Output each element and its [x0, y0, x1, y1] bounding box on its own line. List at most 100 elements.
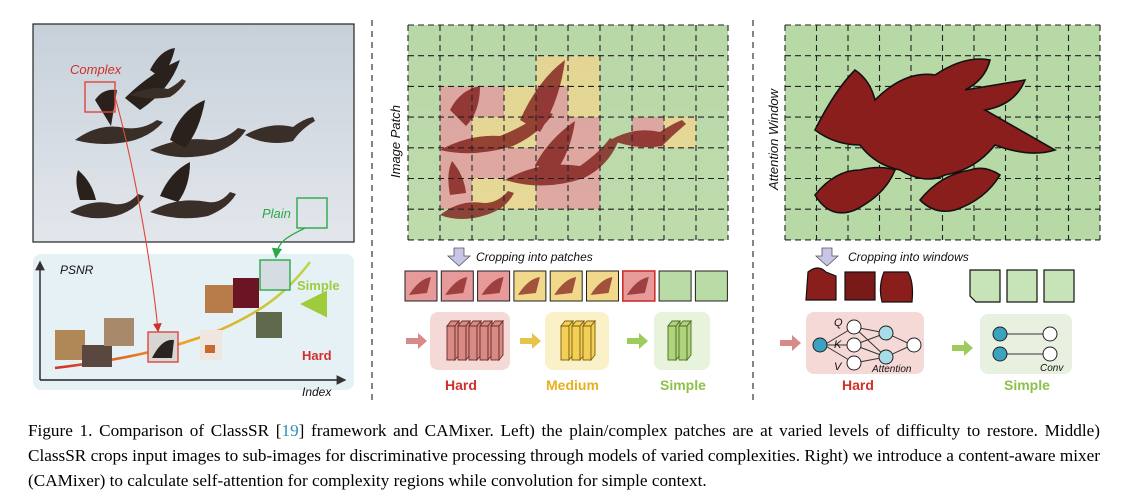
attention-input-arrow [780, 335, 801, 351]
simple-label: Simple [297, 278, 340, 293]
model-layer-side [498, 319, 504, 362]
right-hard-label: Hard [842, 377, 874, 393]
caption-citation-link[interactable]: 19 [281, 421, 299, 440]
patch-tile [632, 147, 664, 179]
thumb-4 [205, 285, 233, 313]
right-simple-label: Simple [1004, 377, 1050, 393]
window-crop-hard-3 [879, 271, 914, 303]
patch-tile [632, 25, 664, 56]
patch-tile [408, 178, 440, 210]
conv-output-node-2 [1042, 346, 1058, 362]
patch-tile [600, 55, 632, 87]
patch-tile [664, 86, 696, 118]
patch-goose [590, 277, 613, 295]
patch-goose [626, 277, 649, 295]
patch-tile [696, 147, 728, 179]
patch-tile [632, 86, 664, 118]
thumb-2 [82, 345, 112, 367]
thumb-complex-goose [152, 339, 174, 358]
patch-tile [632, 209, 664, 240]
medium-label: Medium [546, 377, 599, 393]
thumb-1 [55, 330, 85, 360]
patch-tile [472, 147, 504, 179]
model-layer [457, 325, 467, 361]
conv-label: Conv [1040, 363, 1064, 374]
patch-tile [568, 209, 600, 240]
cropped-patch [694, 270, 728, 302]
model-layer [490, 325, 500, 361]
patch-tile [440, 25, 472, 56]
geese-silhouettes [70, 48, 315, 219]
patch-tile [504, 25, 536, 56]
conv-input-node-1 [992, 326, 1008, 342]
patch-tile [696, 117, 728, 148]
attention-node-2 [878, 349, 894, 365]
model-layer [582, 325, 592, 361]
patch-tile [568, 25, 600, 56]
attention-label: Attention [871, 364, 912, 375]
window-crop-simple-1 [969, 269, 1001, 303]
crop-patches-label: Cropping into patches [476, 250, 593, 264]
model-layer [571, 325, 581, 361]
patch-tile [696, 209, 728, 240]
patch-tile [568, 178, 600, 210]
attention-node-v [846, 355, 862, 371]
attention-block-box [806, 312, 924, 374]
patch-tile [408, 209, 440, 240]
patch-tile [536, 209, 568, 240]
complex-leader-line [114, 96, 162, 333]
patch-tile [472, 25, 504, 56]
model-layer [667, 325, 677, 361]
patch-goose [554, 277, 577, 295]
caption-prefix: Figure 1. Comparison of ClassSR [ [28, 421, 282, 440]
model-layer-side [590, 319, 596, 362]
thumb-5 [233, 278, 259, 308]
patch-tile [408, 117, 440, 148]
middle-simple-label: Simple [660, 377, 706, 393]
patch-tile [536, 25, 568, 56]
psnr-axis-label: PSNR [60, 263, 94, 277]
patch-tile [664, 147, 696, 179]
thumb-plain [259, 259, 291, 291]
model-layer [678, 325, 688, 361]
model-layer-side [686, 319, 692, 362]
window-grid-geese [813, 58, 1057, 214]
q-label: Q [834, 317, 843, 329]
patch-tile [664, 209, 696, 240]
patch-tile [632, 55, 664, 87]
v-label: V [834, 361, 843, 373]
caption-suffix: ] framework and CAMixer. Left) the plain… [28, 421, 1100, 490]
thumb-6-detail [205, 345, 215, 353]
patch-tile [696, 55, 728, 87]
complex-label: Complex [70, 62, 122, 77]
attention-node-k [846, 337, 862, 353]
patch-tile [568, 55, 600, 87]
cropped-patch [658, 270, 692, 302]
figure-canvas: Complex Plain PSNR Index Simple Hard Ima [32, 20, 1101, 405]
patch-goose [517, 277, 540, 295]
right-panel: Attention Window Cropping into windows [766, 24, 1101, 393]
attention-node-1 [878, 325, 894, 341]
plain-patch-box [296, 197, 328, 229]
crop-down-arrow [446, 247, 472, 267]
patch-tile [600, 209, 632, 240]
patch-tile [568, 86, 600, 118]
patch-tile [600, 178, 632, 210]
patch-tile [696, 86, 728, 118]
plain-leader-line [271, 227, 306, 259]
cropped-patch-strip [404, 270, 728, 302]
patch-tile [504, 209, 536, 240]
attention-node-q [846, 319, 862, 335]
patch-tile [696, 25, 728, 56]
cropped-patch [621, 270, 656, 302]
patch-tile [408, 86, 440, 118]
patch-tile [600, 86, 632, 118]
left-panel: Complex Plain PSNR Index Simple Hard [32, 23, 355, 399]
patch-tile [664, 55, 696, 87]
window-crop-simple-3 [1043, 269, 1075, 303]
patch-grid-geese [440, 60, 686, 219]
patch-grid-lines [407, 24, 729, 241]
conv-input-node-2 [992, 346, 1008, 362]
patch-goose [445, 277, 468, 295]
patch-tile [696, 178, 728, 210]
